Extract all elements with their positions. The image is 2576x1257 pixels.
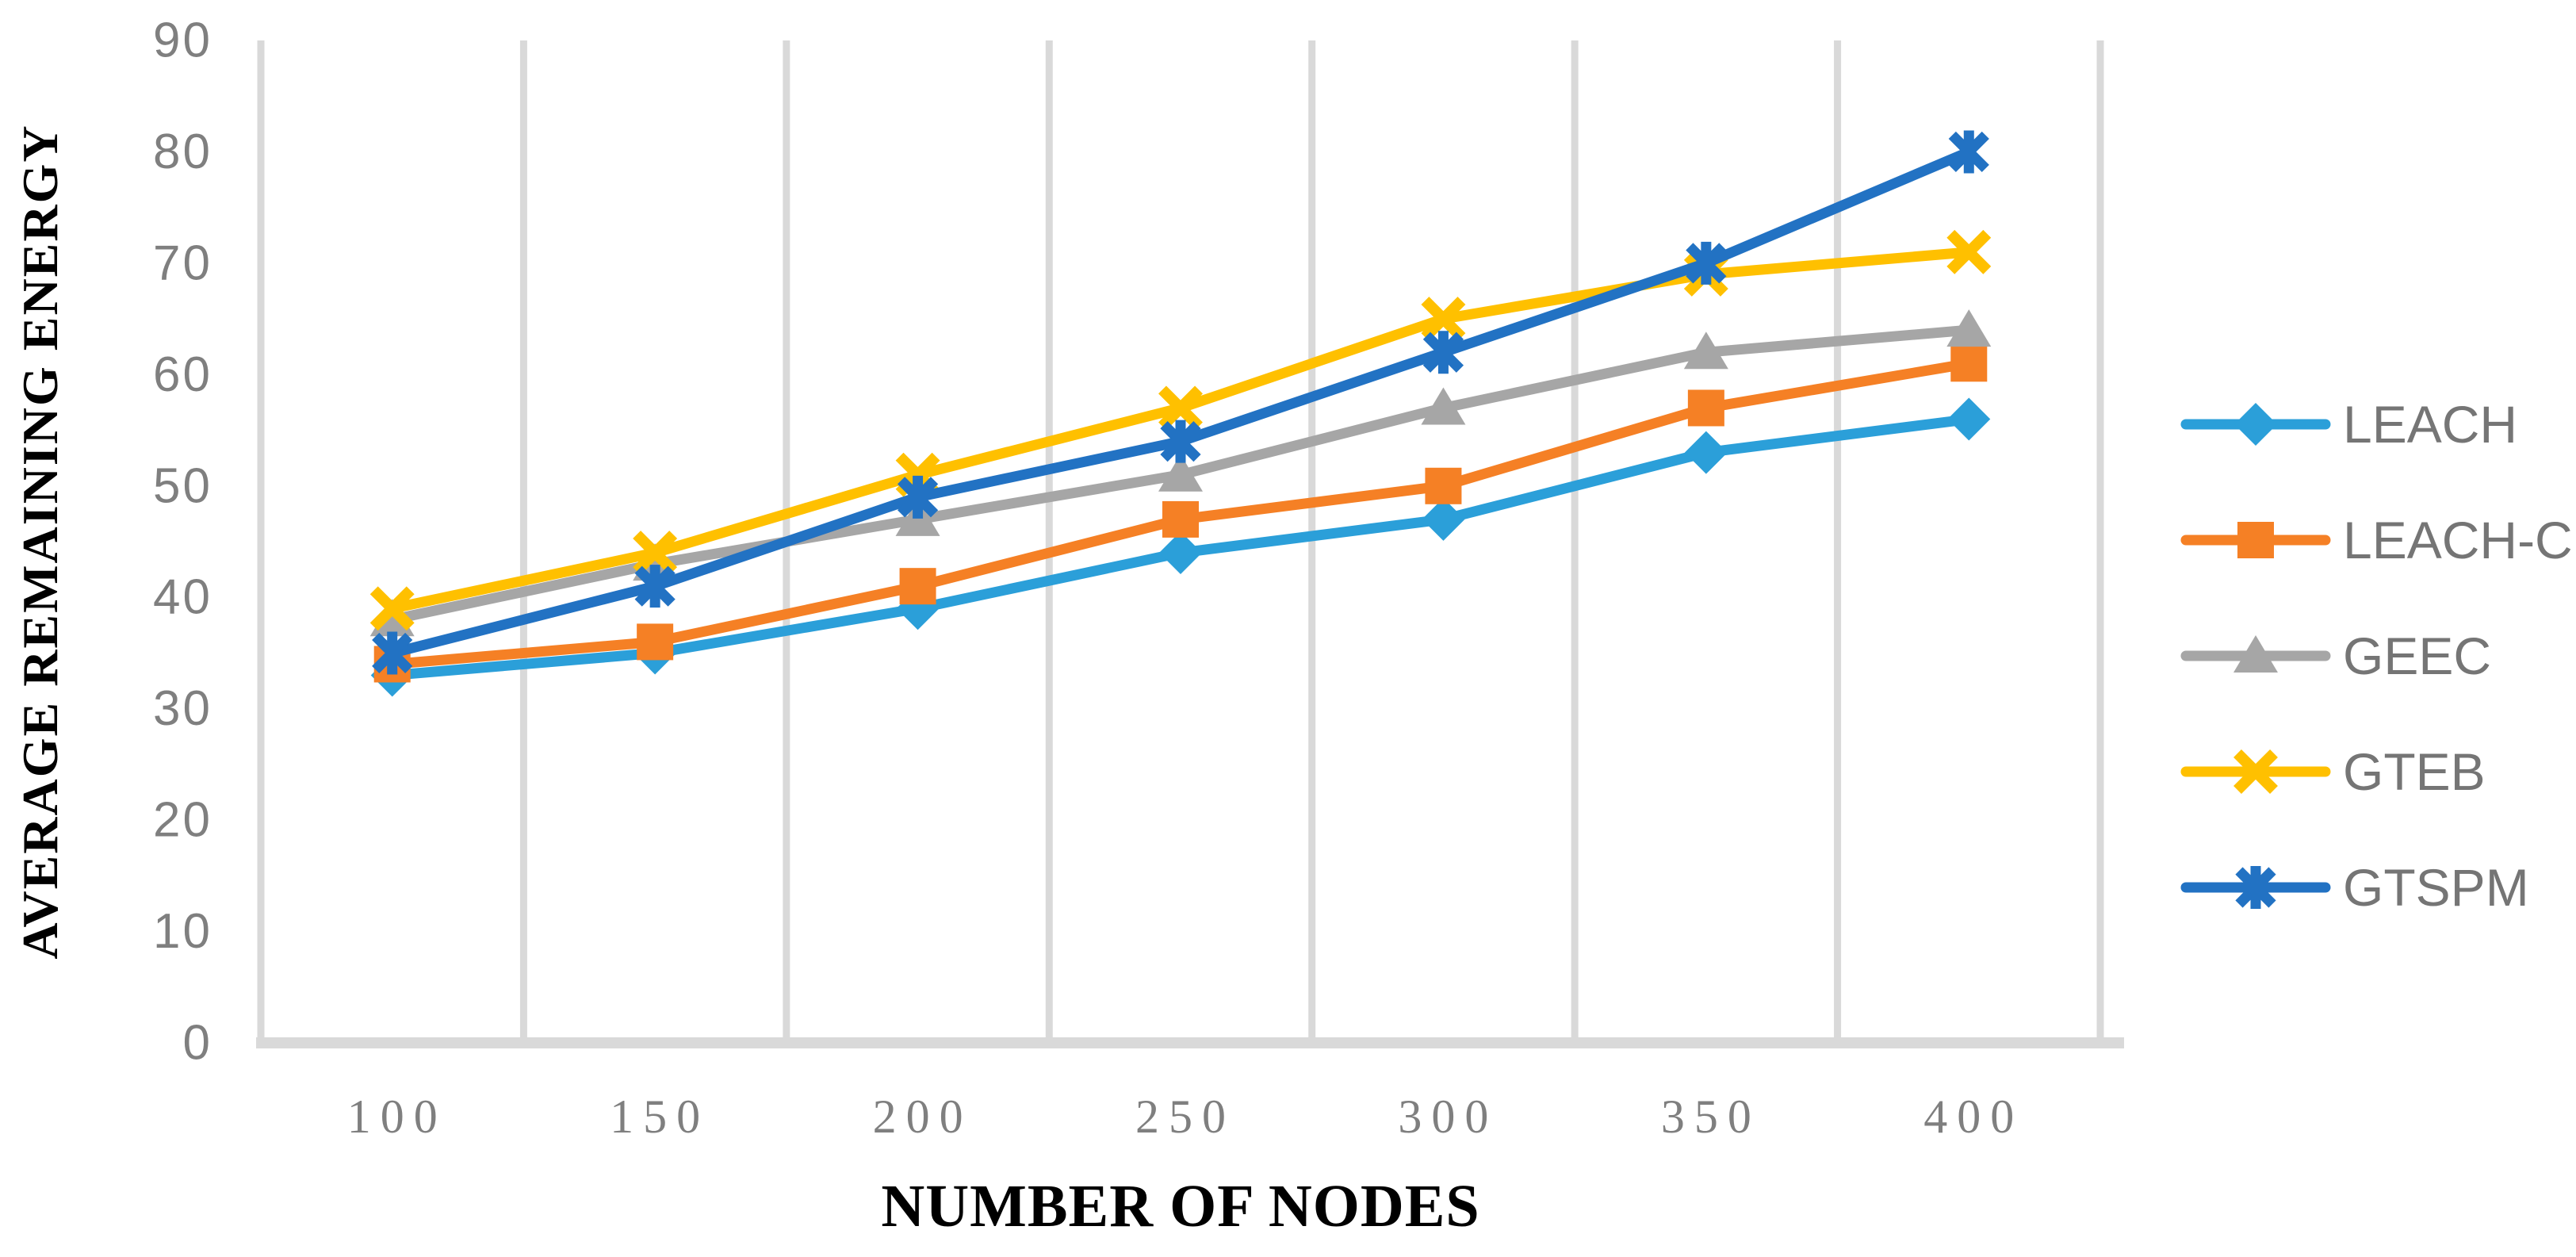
marker-asterisk [2235, 866, 2276, 909]
legend: LEACH LEACH-C GEEC GTEB GTSPM [2180, 395, 2573, 917]
legend-label: LEACH-C [2343, 511, 2573, 569]
legend-item-GTEB: GTEB [2180, 742, 2486, 801]
marker-triangle [1946, 309, 1992, 347]
marker-asterisk [372, 631, 413, 675]
marker-diamond [1159, 531, 1202, 575]
legend-label: GTEB [2343, 742, 2486, 801]
series-GTSPM [372, 130, 1989, 675]
marker-asterisk [1160, 420, 1201, 463]
y-tick-label: 80 [153, 125, 212, 179]
marker-asterisk [634, 565, 676, 608]
marker-triangle [1158, 454, 1203, 492]
marker-square [1687, 389, 1724, 427]
y-tick-label: 0 [183, 1016, 212, 1071]
y-tick-label: 90 [153, 13, 212, 68]
y-axis-title: AVERAGE REMAINING ENERGY [12, 124, 68, 959]
marker-x [369, 586, 415, 631]
marker-asterisk [1422, 331, 1464, 374]
y-tick-labels: 0 10 20 30 40 50 60 70 80 90 [153, 13, 212, 1071]
marker-square [1950, 345, 1988, 382]
legend-item-LEACH-C: LEACH-C [2180, 511, 2573, 569]
marker-diamond [1684, 431, 1728, 474]
x-tick-label: 400 [1923, 1090, 2023, 1143]
x-tick-label: 100 [347, 1090, 447, 1143]
x-tick-label: 350 [1661, 1090, 1761, 1143]
y-tick-label: 20 [153, 793, 212, 848]
marker-diamond [1422, 497, 1465, 541]
marker-square [1425, 467, 1462, 504]
marker-diamond [1947, 397, 1991, 441]
series-LEACH-C [373, 345, 1988, 683]
x-tick-label: 250 [1135, 1090, 1235, 1143]
legend-label: GTSPM [2343, 858, 2529, 917]
y-tick-label: 70 [153, 236, 212, 290]
x-axis-title: NUMBER OF NODES [881, 1173, 1479, 1240]
marker-diamond [2234, 403, 2277, 446]
marker-square [637, 623, 674, 661]
marker-triangle [1683, 331, 1728, 370]
series-layer [369, 130, 1992, 697]
marker-asterisk [1686, 241, 1727, 285]
marker-square [899, 568, 936, 605]
marker-triangle [1421, 387, 1466, 425]
y-tick-label: 30 [153, 681, 212, 736]
marker-asterisk [897, 475, 939, 519]
series-GEEC [369, 309, 1992, 637]
y-tick-label: 50 [153, 458, 212, 513]
marker-asterisk [1948, 130, 1989, 174]
marker-x [2233, 749, 2278, 794]
marker-x [1421, 297, 1466, 342]
x-tick-label: 300 [1398, 1090, 1498, 1143]
marker-square [1162, 500, 1199, 538]
marker-triangle [2233, 635, 2278, 673]
y-tick-label: 60 [153, 347, 212, 402]
x-tick-label: 150 [610, 1090, 710, 1143]
legend-item-GEEC: GEEC [2180, 627, 2491, 685]
marker-x [633, 531, 678, 575]
legend-label: LEACH [2343, 395, 2517, 454]
y-tick-label: 10 [153, 904, 212, 959]
marker-x [1946, 229, 1992, 274]
legend-item-LEACH: LEACH [2180, 395, 2517, 454]
legend-label: GEEC [2343, 627, 2491, 685]
x-tick-labels: 100 150 200 250 300 350 400 [347, 1090, 2023, 1143]
marker-square [2237, 522, 2274, 558]
y-tick-label: 40 [153, 570, 212, 625]
legend-item-GTSPM: GTSPM [2180, 858, 2529, 917]
x-tick-label: 200 [873, 1090, 973, 1143]
marker-x [1158, 385, 1203, 431]
